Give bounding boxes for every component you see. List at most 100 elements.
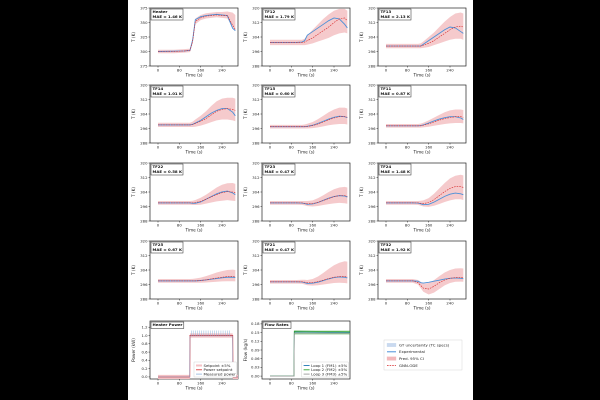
x-tick-label: 160 bbox=[197, 145, 205, 150]
panel-title: TF24 bbox=[381, 164, 392, 169]
y-tick-label: 320 bbox=[252, 82, 260, 87]
x-tick-label: 80 bbox=[289, 301, 294, 306]
title-frame bbox=[150, 8, 184, 21]
y-tick-label: 0.2 bbox=[141, 366, 148, 371]
x-tick-label: 240 bbox=[218, 301, 226, 306]
x-tick-label: 80 bbox=[405, 301, 410, 306]
title-frame bbox=[262, 241, 296, 254]
y-tick-label: 350 bbox=[140, 20, 148, 25]
panel-mae: MAE = 0.87 K bbox=[381, 91, 411, 96]
x-tick-label: 0 bbox=[157, 381, 160, 386]
ci-band bbox=[158, 182, 236, 206]
x-tick-label: 160 bbox=[425, 301, 433, 306]
panel-mae: MAE = 1.48 K bbox=[381, 169, 411, 174]
ci-band bbox=[270, 8, 348, 46]
prediction-line bbox=[270, 195, 348, 205]
x-tick-label: 240 bbox=[330, 301, 338, 306]
panel-flow_rates: 0 80 160 240 0.00 0.03 0.06 0.09 0.12 0.15 0.18 Tim… bbox=[243, 320, 351, 391]
y-axis-label: T (K) bbox=[359, 187, 364, 198]
panel-title: TF22 bbox=[153, 164, 164, 169]
x-tick-label: 240 bbox=[330, 381, 338, 386]
y-tick-label: 296 bbox=[368, 204, 376, 209]
y-tick-label: 288 bbox=[252, 296, 260, 301]
panel-title: TF23 bbox=[265, 164, 276, 169]
panel-title: Heater Power bbox=[153, 322, 183, 327]
y-tick-label: 296 bbox=[368, 282, 376, 287]
y-tick-label: 320 bbox=[368, 238, 376, 243]
y-tick-label: 304 bbox=[252, 111, 260, 116]
x-tick-label: 0 bbox=[385, 145, 388, 150]
y-axis-label: T (K) bbox=[243, 265, 248, 276]
plot-content bbox=[270, 107, 348, 129]
panel-title: TF13 bbox=[381, 9, 392, 14]
panel-mae: MAE = 1.92 K bbox=[381, 247, 411, 252]
x-tick-label: 240 bbox=[218, 381, 226, 386]
y-axis-label: T (K) bbox=[243, 187, 248, 198]
y-tick-label: 304 bbox=[368, 111, 376, 116]
panel-title: Flow Rates bbox=[265, 322, 290, 327]
legend-frame bbox=[193, 361, 237, 378]
y-tick-label: 1.2 bbox=[141, 325, 148, 330]
prediction-line bbox=[158, 108, 236, 126]
prediction-line bbox=[386, 25, 464, 47]
prediction-line bbox=[270, 116, 348, 127]
y-tick-label: 288 bbox=[368, 296, 376, 301]
y-tick-label: 296 bbox=[252, 49, 260, 54]
panel-mae: MAE = 1.46 K bbox=[153, 14, 183, 19]
x-tick-label: 80 bbox=[177, 381, 182, 386]
y-tick-label: 288 bbox=[368, 63, 376, 68]
y-tick-label: 288 bbox=[140, 140, 148, 145]
x-tick-label: 240 bbox=[446, 68, 454, 73]
panel-title-box: Heater Power bbox=[150, 321, 185, 329]
x-tick-label: 0 bbox=[385, 301, 388, 306]
panel-tf12: 0 80 160 240 288 296 304 312 320 Time (s) T (K) TF1… bbox=[243, 5, 351, 78]
ci-band bbox=[386, 109, 464, 128]
x-tick-label: 0 bbox=[385, 68, 388, 73]
panel-title: TF32 bbox=[381, 242, 392, 247]
x-tick-label: 240 bbox=[446, 223, 454, 228]
y-tick-label: 312 bbox=[368, 253, 376, 258]
y-tick-label: 312 bbox=[252, 20, 260, 25]
y-tick-label: 0.4 bbox=[141, 358, 148, 363]
x-axis-label: Time (s) bbox=[296, 386, 314, 391]
x-tick-label: 80 bbox=[405, 223, 410, 228]
panel-heater: 0 80 160 240 275 300 325 350 375 Time (s) T (K) Hea… bbox=[131, 5, 239, 78]
prediction-line bbox=[270, 17, 348, 43]
y-tick-label: 0.15 bbox=[251, 330, 260, 335]
ci-band bbox=[386, 174, 464, 207]
y-tick-label: 296 bbox=[140, 204, 148, 209]
title-frame bbox=[378, 163, 412, 176]
x-tick-label: 0 bbox=[269, 301, 272, 306]
x-tick-label: 240 bbox=[218, 68, 226, 73]
x-axis-label: Time (s) bbox=[412, 150, 430, 155]
y-tick-label: 0.06 bbox=[251, 356, 260, 361]
y-tick-label: 288 bbox=[252, 63, 260, 68]
x-axis-label: Time (s) bbox=[184, 228, 202, 233]
prediction-line bbox=[386, 116, 464, 127]
y-tick-label: 0.0 bbox=[141, 374, 148, 379]
title-frame bbox=[150, 241, 184, 254]
panel-tf21: 0 80 160 240 288 296 304 312 320 Time (s) T (K) TF2… bbox=[243, 238, 351, 311]
x-axis-label: Time (s) bbox=[412, 306, 430, 311]
legend-label: Loop 3 (FM3) ±5% bbox=[311, 371, 347, 376]
prediction-line bbox=[386, 277, 464, 290]
x-tick-label: 240 bbox=[446, 145, 454, 150]
y-tick-label: 312 bbox=[368, 97, 376, 102]
x-tick-label: 80 bbox=[289, 68, 294, 73]
y-tick-label: 325 bbox=[140, 34, 148, 39]
y-tick-label: 1.0 bbox=[141, 333, 148, 338]
y-tick-label: 312 bbox=[252, 97, 260, 102]
panel-title: TF15 bbox=[265, 86, 276, 91]
plot-content bbox=[386, 174, 464, 207]
panel-title: TF14 bbox=[153, 86, 164, 91]
y-tick-label: 0.8 bbox=[141, 341, 148, 346]
x-tick-label: 240 bbox=[330, 223, 338, 228]
y-tick-label: 288 bbox=[368, 140, 376, 145]
panel-tf32: 0 80 160 240 288 296 304 312 320 Time (s) T (K) TF3… bbox=[359, 238, 467, 311]
title-frame bbox=[150, 85, 184, 98]
